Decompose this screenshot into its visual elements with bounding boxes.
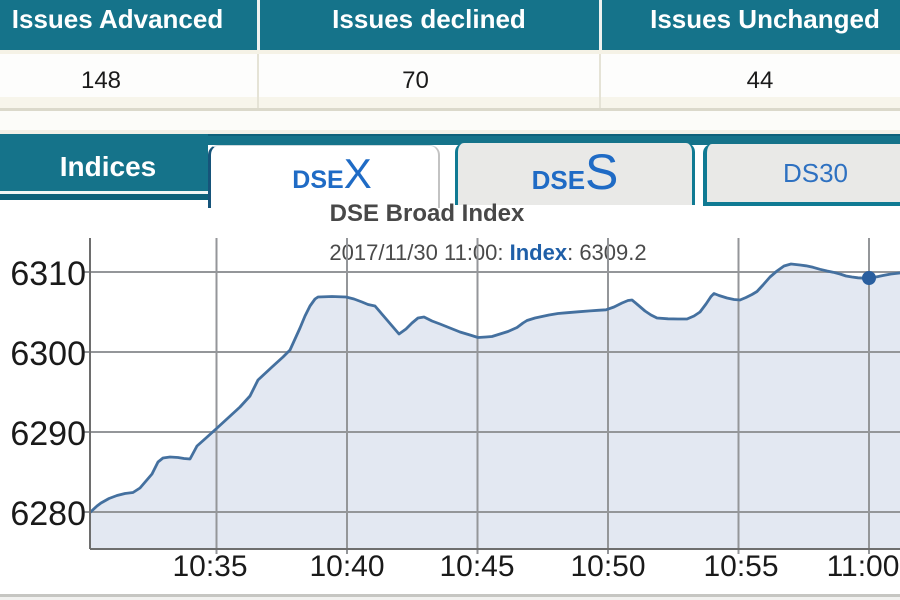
svg-text:10:40: 10:40 [309, 550, 384, 583]
svg-text:10:55: 10:55 [703, 550, 778, 583]
svg-text:6300: 6300 [10, 335, 86, 373]
svg-text:11:00: 11:00 [827, 550, 900, 583]
svg-text:6280: 6280 [10, 495, 86, 533]
svg-text:10:50: 10:50 [570, 550, 645, 583]
svg-text:10:35: 10:35 [172, 550, 247, 583]
svg-text:6290: 6290 [10, 415, 86, 453]
svg-text:6310: 6310 [10, 255, 86, 293]
svg-text:10:45: 10:45 [439, 550, 514, 583]
